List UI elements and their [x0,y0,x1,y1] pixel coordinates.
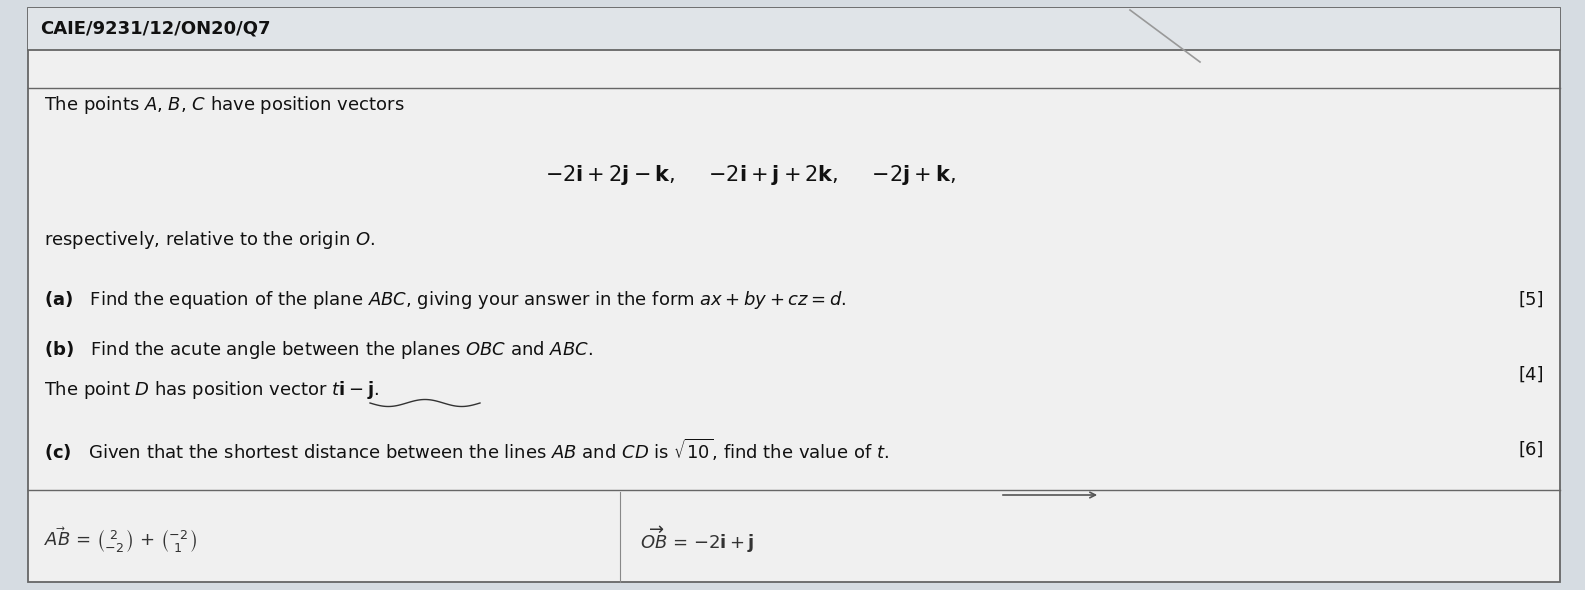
Text: [6]: [6] [1518,441,1544,459]
Text: CAIE/9231/12/ON20/Q7: CAIE/9231/12/ON20/Q7 [40,20,271,38]
Bar [29,8,1560,50]
Text: $\mathbf{(a)}$   Find the equation of the plane $ABC$, giving your answer in the: $\mathbf{(a)}$ Find the equation of the … [44,289,846,311]
Text: respectively, relative to the origin $O$.: respectively, relative to the origin $O$… [44,229,376,251]
Text: [4]: [4] [1518,366,1544,384]
Text: $\vec{AB}$ = $\binom{2}{-2}$ + $\binom{-2}{1}$: $\vec{AB}$ = $\binom{2}{-2}$ + $\binom{-… [44,525,197,555]
Text: [5]: [5] [1518,291,1544,309]
Text: $\mathbf{(c)}$   Given that the shortest distance between the lines $AB$ and $CD: $\mathbf{(c)}$ Given that the shortest d… [44,437,889,463]
Text: $\mathbf{(b)}$   Find the acute angle between the planes $OBC$ and $ABC$.: $\mathbf{(b)}$ Find the acute angle betw… [44,339,593,361]
Text: The point $D$ has position vector $t\mathbf{i}-\mathbf{j}$.: The point $D$ has position vector $t\mat… [44,379,379,401]
Text: $-2\mathbf{i}+2\mathbf{j}-\mathbf{k}$,     $-2\mathbf{i}+\mathbf{j}+2\mathbf{k}$: $-2\mathbf{i}+2\mathbf{j}-\mathbf{k}$, $… [545,163,956,187]
Text: $\overrightarrow{OB}$ = $-2\mathbf{i}+\mathbf{j}$: $\overrightarrow{OB}$ = $-2\mathbf{i}+\m… [640,525,754,555]
Text: The points $A$, $B$, $C$ have position vectors: The points $A$, $B$, $C$ have position v… [44,94,404,116]
